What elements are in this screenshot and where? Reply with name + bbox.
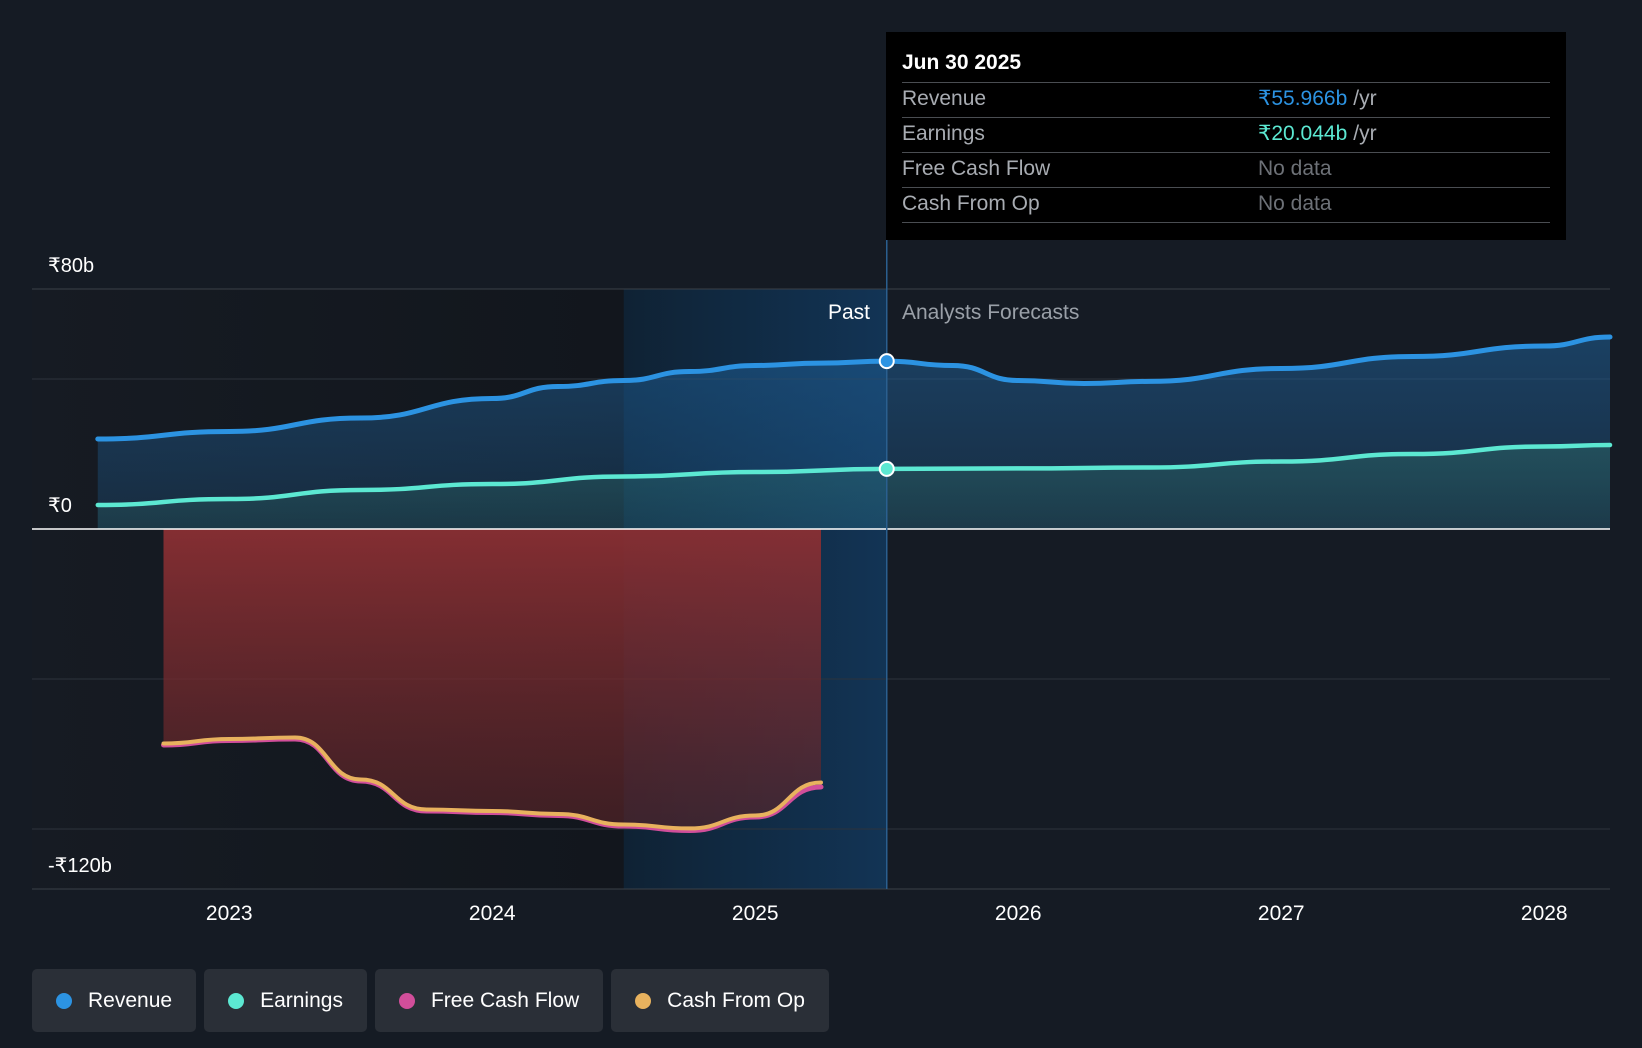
legend-label: Cash From Op <box>667 988 805 1012</box>
tooltip-date: Jun 30 2025 <box>902 51 1022 74</box>
free-cash-flow-dot-icon <box>398 992 415 1009</box>
tooltip-row-free-cash-flow: Free Cash Flow No data <box>902 152 1550 187</box>
legend-item-revenue[interactable]: Revenue <box>32 969 197 1032</box>
x-tick-label: 2025 <box>731 902 779 925</box>
tooltip-row-revenue: Revenue ₹55.966b /yr <box>902 82 1550 117</box>
x-tick-label: 2024 <box>468 902 516 925</box>
y-tick-label-bottom: -₹120b <box>48 855 112 877</box>
analysts-forecasts-label: Analysts Forecasts <box>902 301 1080 324</box>
legend-label: Earnings <box>260 988 343 1012</box>
cash-from-op-dot-icon <box>635 992 652 1009</box>
legend-item-free-cash-flow[interactable]: Free Cash Flow <box>374 969 604 1032</box>
revenue-dot-icon <box>56 992 72 1009</box>
tooltip-value: No data <box>1258 192 1332 215</box>
tooltip-label: Cash From Op <box>902 192 1040 215</box>
legend: Revenue Earnings Free Cash Flow Cash Fro… <box>32 969 829 1032</box>
earnings-dot-icon <box>228 992 245 1009</box>
financials-chart <box>32 240 1613 890</box>
cash-from-op-line <box>161 735 823 831</box>
earnings-marker <box>878 460 895 477</box>
past-label: Past <box>827 301 870 324</box>
tooltip-row-cash-from-op: Cash From Op No data <box>902 187 1550 223</box>
earnings-area <box>97 445 1610 529</box>
tooltip-value: No data <box>1258 157 1332 180</box>
legend-label: Free Cash Flow <box>430 988 580 1012</box>
tooltip-value: ₹55.966b <box>1258 87 1348 110</box>
tooltip-label: Earnings <box>902 122 985 145</box>
tooltip-value: ₹20.044b <box>1258 122 1348 145</box>
legend-item-earnings[interactable]: Earnings <box>204 969 367 1032</box>
tooltip: Jun 30 2025 Revenue ₹55.966b /yr Earning… <box>886 32 1566 240</box>
y-tick-label-zero: ₹0 <box>48 495 72 517</box>
y-tick-label-top: ₹80b <box>48 255 95 277</box>
tooltip-unit: /yr <box>1353 87 1377 110</box>
x-tick-label: 2026 <box>994 902 1042 925</box>
tooltip-row-earnings: Earnings ₹20.044b /yr <box>902 117 1550 152</box>
cash-flow-area <box>163 529 821 829</box>
revenue-line <box>95 334 1613 442</box>
revenue-marker <box>878 353 895 370</box>
tooltip-label: Revenue <box>902 87 987 110</box>
legend-label: Revenue <box>88 988 173 1012</box>
tooltip-label: Free Cash Flow <box>902 157 1051 180</box>
x-tick-label: 2028 <box>1520 902 1568 925</box>
legend-item-cash-from-op[interactable]: Cash From Op <box>611 969 829 1032</box>
tooltip-unit: /yr <box>1353 122 1377 145</box>
x-tick-label: 2027 <box>1257 902 1305 925</box>
x-tick-label: 2023 <box>205 902 253 925</box>
